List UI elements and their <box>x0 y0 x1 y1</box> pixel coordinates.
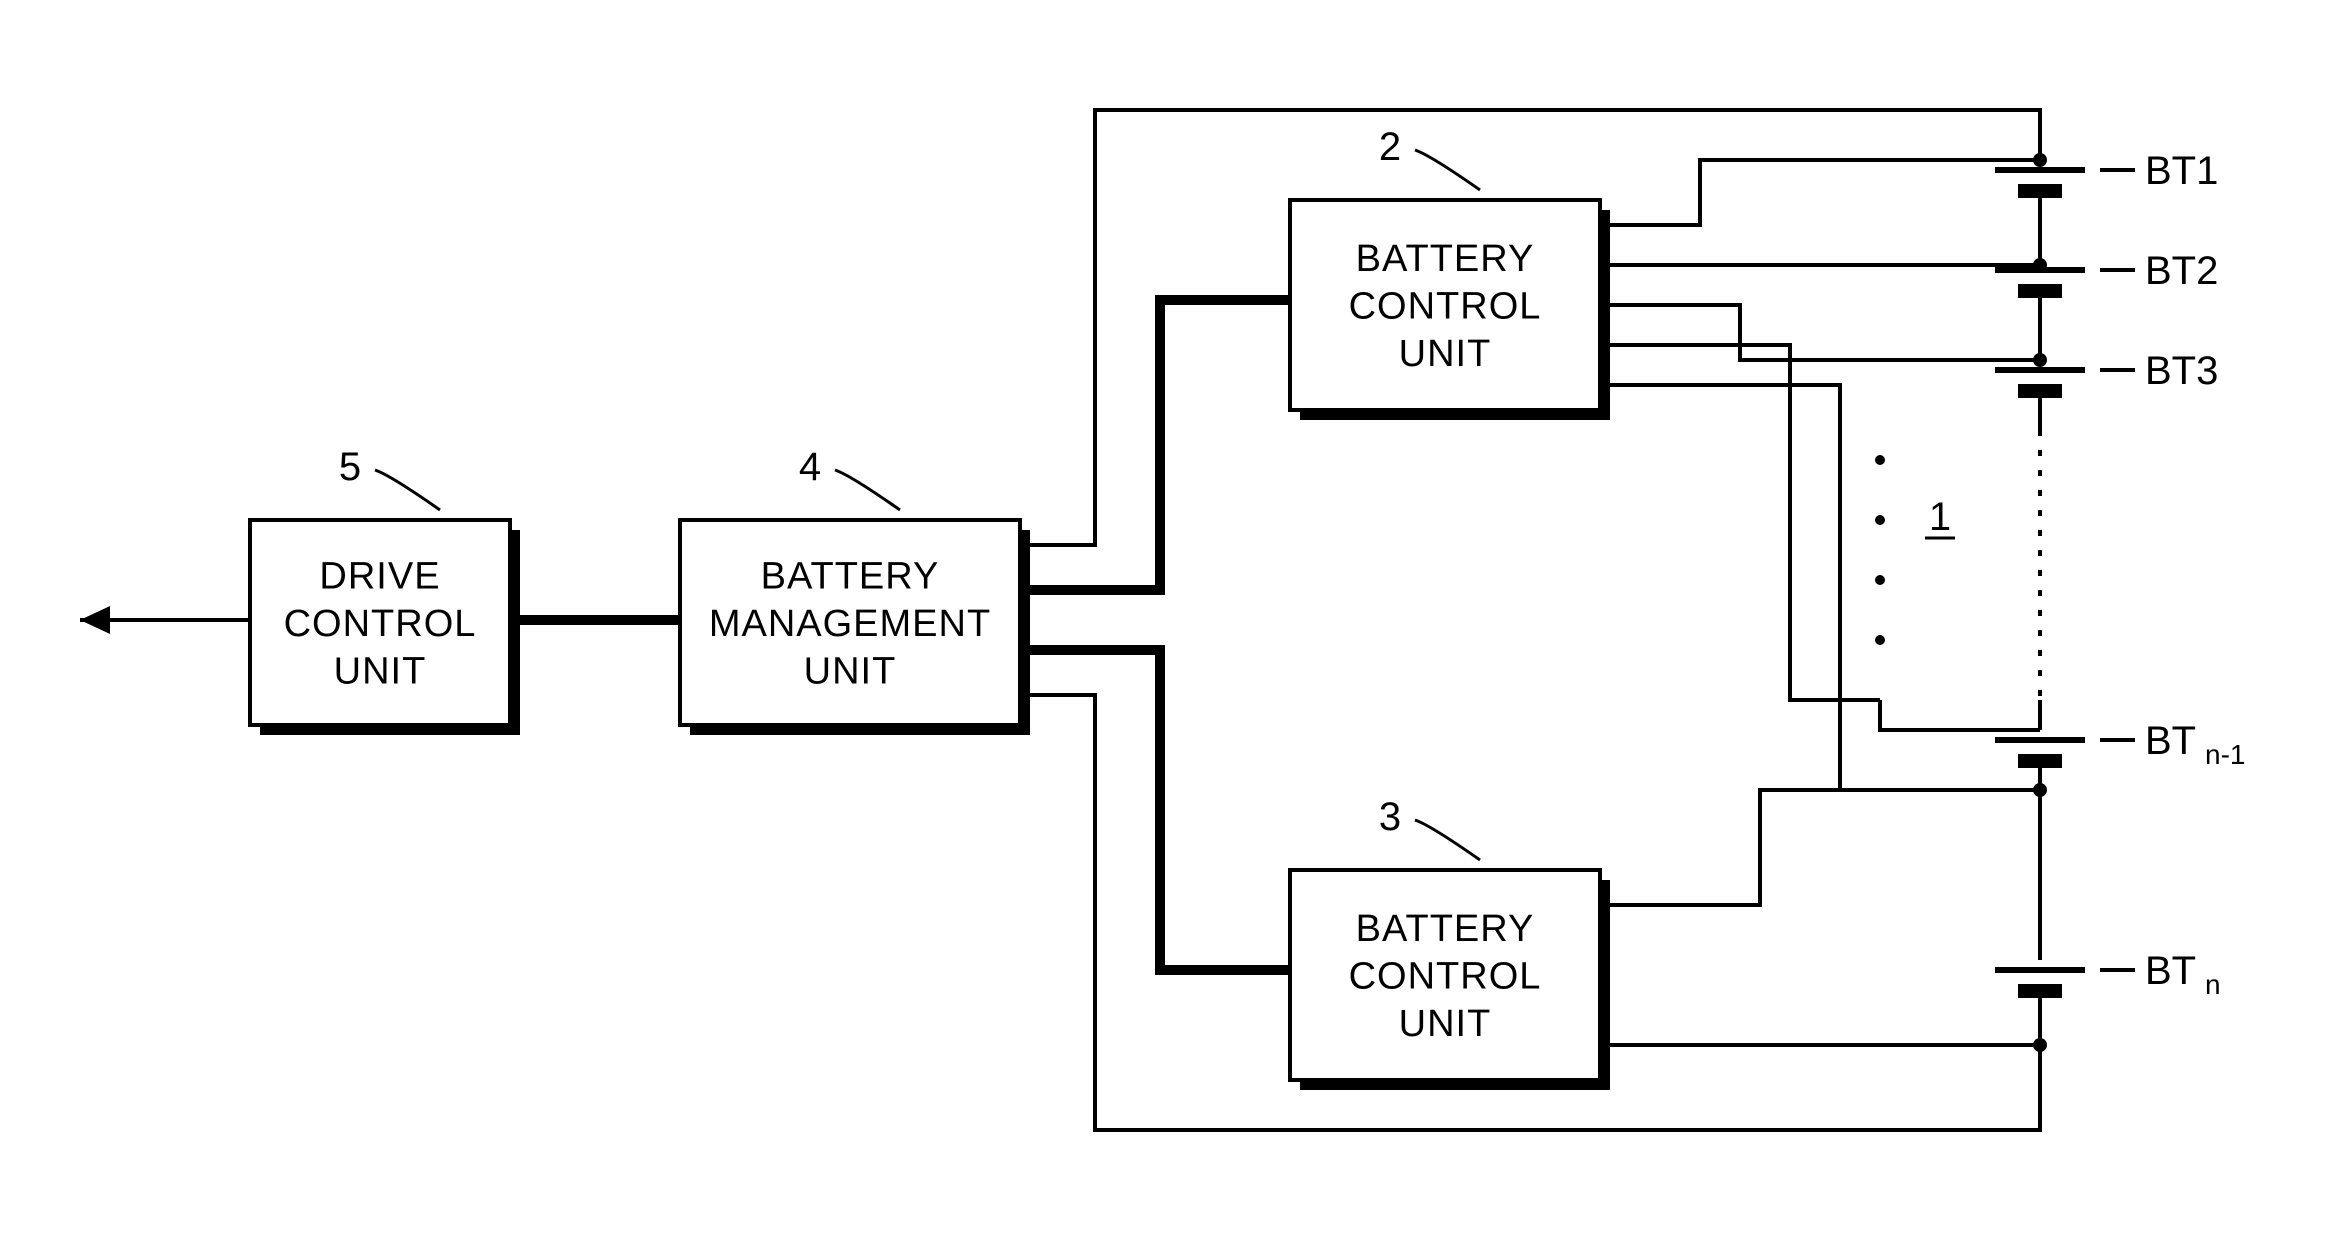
battery-control-unit-lower-label: UNIT <box>1399 1003 1492 1045</box>
drive-control-unit-label: DRIVE <box>319 555 440 597</box>
battery-control-unit-upper-label: UNIT <box>1399 333 1492 375</box>
svg-text:BT1: BT1 <box>2145 149 2218 193</box>
svg-text:4: 4 <box>799 445 821 489</box>
svg-text:BT3: BT3 <box>2145 349 2218 393</box>
svg-text:1: 1 <box>1929 495 1951 539</box>
battery-management-unit-label: UNIT <box>804 650 897 692</box>
battery-control-unit-lower-label: CONTROL <box>1349 955 1542 997</box>
svg-text:BT: BT <box>2145 719 2196 763</box>
drive-control-unit-label: CONTROL <box>284 603 477 645</box>
battery-control-unit-lower-label: BATTERY <box>1356 908 1535 950</box>
battery-control-unit-upper-label: CONTROL <box>1349 285 1542 327</box>
svg-text:5: 5 <box>339 445 361 489</box>
svg-text:n: n <box>2205 969 2221 1000</box>
battery-management-unit-label: MANAGEMENT <box>709 603 991 645</box>
svg-text:n-1: n-1 <box>2205 739 2245 770</box>
battery-control-unit-upper-label: BATTERY <box>1356 238 1535 280</box>
svg-text:BT2: BT2 <box>2145 249 2218 293</box>
battery-management-unit-label: BATTERY <box>761 555 940 597</box>
svg-text:2: 2 <box>1379 125 1401 169</box>
drive-control-unit-label: UNIT <box>334 650 427 692</box>
svg-text:3: 3 <box>1379 795 1401 839</box>
svg-text:BT: BT <box>2145 949 2196 993</box>
